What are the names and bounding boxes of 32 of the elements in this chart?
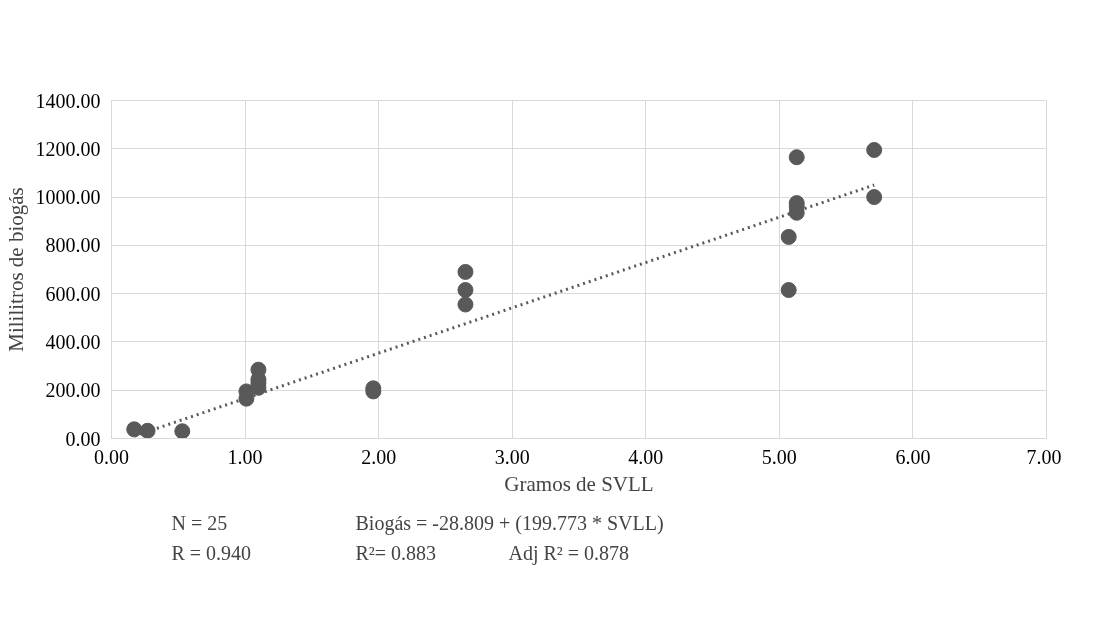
y-tick-label: 600.00 [45, 282, 101, 305]
y-tick-label: 800.00 [45, 234, 101, 257]
point [866, 142, 883, 158]
y-axis-title: Mililitros de biogás [3, 187, 28, 352]
y-tick-label: 400.00 [45, 330, 101, 353]
point [126, 421, 143, 438]
point [780, 282, 797, 299]
text: R²= 0.883 [355, 541, 437, 564]
point [457, 282, 474, 299]
text: N = 25 [171, 511, 228, 534]
y-tick-label: 1400.00 [35, 89, 101, 112]
y-tick-label: 1200.00 [35, 137, 101, 160]
y-tick-label: 1000.00 [35, 186, 101, 209]
point [174, 423, 191, 439]
point [139, 422, 156, 439]
point [788, 149, 805, 166]
x-tick-label: 7.00 [1026, 445, 1062, 468]
point [866, 189, 883, 206]
y-tick-label: 200.00 [45, 379, 101, 402]
text: R = 0.940 [171, 541, 252, 564]
text: Biogás = -28.809 + (199.773 * SVLL) [355, 511, 664, 535]
x-axis-title: Gramos de SVLL [504, 471, 654, 496]
point [780, 228, 797, 245]
point [457, 296, 474, 313]
x-tick-label: 1.00 [227, 445, 263, 468]
text: Adj R² = 0.878 [508, 541, 630, 565]
x-tick-label: 4.00 [628, 445, 664, 468]
x-tick-label: 5.00 [761, 445, 797, 468]
x-tick-label: 3.00 [494, 445, 530, 468]
x-tick-label: 6.00 [895, 445, 931, 468]
x-tick-label: 2.00 [361, 445, 397, 468]
point [457, 263, 474, 280]
